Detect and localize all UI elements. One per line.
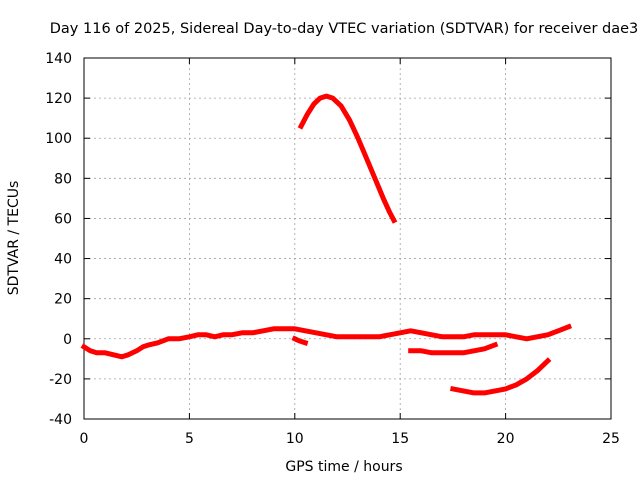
- x-tick-label: 15: [391, 431, 409, 447]
- series-segment-4: [449, 357, 552, 396]
- y-tick-label: 60: [54, 211, 72, 227]
- series-segment-1: [80, 323, 573, 360]
- y-tick-label: 120: [45, 91, 72, 107]
- y-tick-label: 0: [63, 332, 72, 348]
- series-segment-3: [408, 341, 499, 356]
- x-tick-label: 5: [185, 431, 194, 447]
- y-tick-label: 80: [54, 171, 72, 187]
- y-tick-label: -20: [49, 372, 72, 388]
- y-tick-label: 100: [45, 131, 72, 147]
- series-segment-5: [291, 335, 309, 346]
- x-tick-label: 10: [286, 431, 304, 447]
- y-tick-label: 140: [45, 51, 72, 67]
- y-tick-label: 20: [54, 292, 72, 308]
- y-axis-label: SDTVAR / TECUs: [6, 181, 22, 296]
- y-tick-label: -40: [49, 412, 72, 428]
- x-tick-label: 0: [80, 431, 89, 447]
- y-tick-label: 40: [54, 252, 72, 268]
- series-segment-2: [297, 93, 398, 224]
- plot-frame: [83, 57, 612, 420]
- tick-layer: 0 5 10 15 20 25 -40 -20 0 20 40 60 80 100 120 140: [45, 51, 620, 447]
- x-axis-label: GPS time / hours: [285, 459, 402, 475]
- chart-title: Day 116 of 2025, Sidereal Day-to-day VTE…: [50, 21, 639, 37]
- series-layer: [80, 93, 573, 396]
- x-tick-label: 25: [602, 431, 620, 447]
- grid-layer: [84, 58, 611, 419]
- x-tick-label: 20: [497, 431, 515, 447]
